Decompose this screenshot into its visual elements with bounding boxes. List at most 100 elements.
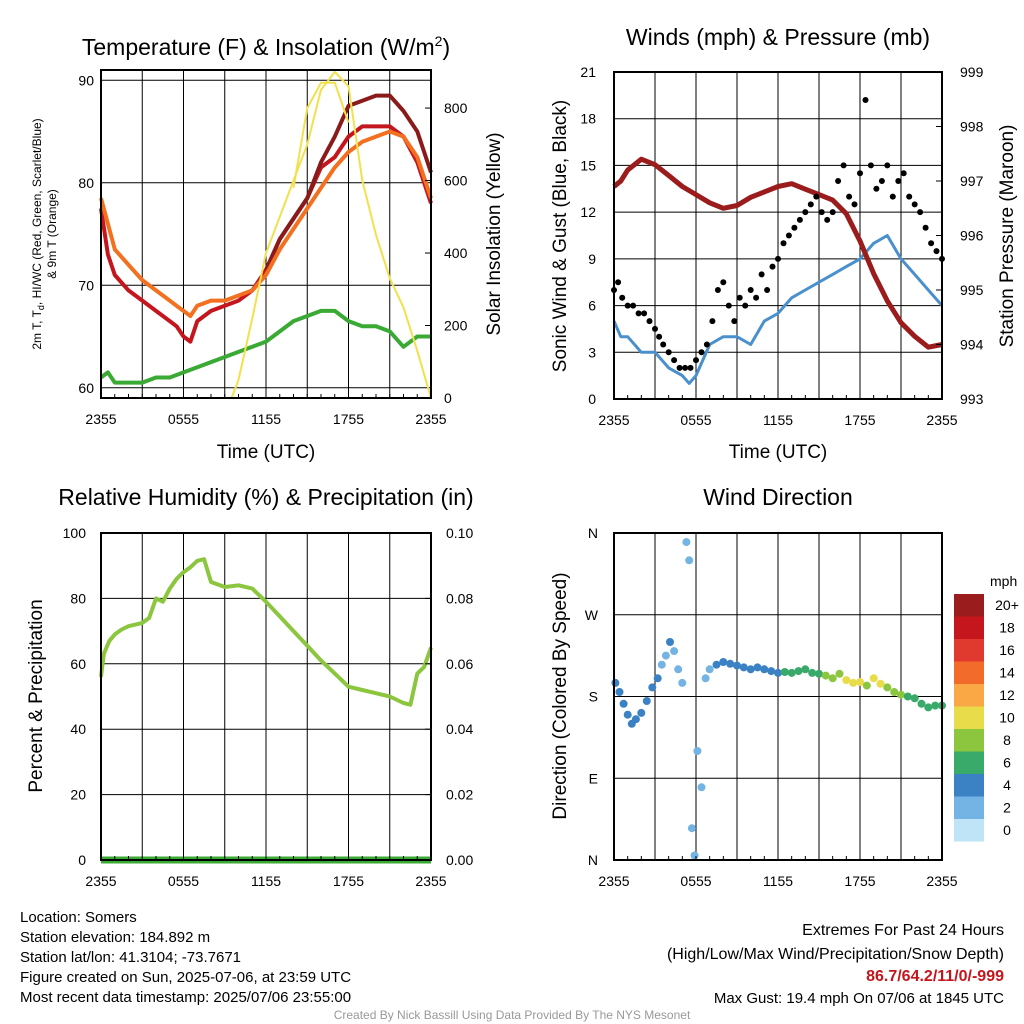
x-tick-label: 0555: [168, 411, 199, 427]
x-tick-label: 1155: [763, 873, 793, 889]
x-tick-label: 2355: [415, 411, 446, 427]
direction-point: [733, 661, 741, 670]
gust-point: [698, 349, 705, 356]
gust-point: [873, 185, 880, 192]
direction-point: [687, 824, 696, 833]
dir-y-label: Direction (Colored By Speed): [550, 572, 571, 819]
direction-point: [883, 683, 892, 692]
y-tick-label: 12: [580, 204, 596, 220]
direction-point: [637, 708, 646, 717]
wind-series: [611, 97, 945, 385]
gust-point: [725, 302, 732, 309]
temp-series-line: [99, 308, 431, 385]
x-tick-label: 2355: [85, 411, 116, 427]
x-tick-label: 2355: [926, 412, 957, 428]
gust-point: [736, 294, 743, 301]
y2-tick-label: 998: [960, 119, 984, 135]
gust-point: [813, 193, 820, 200]
y-tick-label: 18: [580, 111, 596, 127]
gust-point: [769, 263, 776, 270]
gust-point: [665, 349, 672, 356]
colorbar-label: 14: [999, 665, 1015, 681]
temp-x-label: Time (UTC): [217, 442, 316, 463]
x-tick-label: 0555: [168, 873, 199, 889]
insolation-y-label: Solar Insolation (Yellow): [484, 132, 505, 335]
direction-point: [849, 678, 858, 687]
y2-tick-label: 0.00: [446, 852, 473, 868]
dir-series: [611, 538, 946, 860]
direction-point: [767, 667, 776, 676]
direction-point: [697, 783, 706, 792]
gust-point: [867, 162, 874, 169]
y2-tick-label: 400: [444, 245, 468, 261]
gust-point: [660, 341, 667, 348]
y2-tick-label: 0.10: [446, 525, 473, 541]
y2-tick-label: 999: [960, 64, 984, 80]
direction-point: [682, 538, 691, 547]
direction-point: [726, 659, 735, 668]
y2-tick-label: 0.04: [446, 721, 473, 737]
rh-series-line: [99, 557, 433, 707]
gust-point: [851, 201, 858, 208]
colorbar-swatch: [954, 706, 984, 729]
gust-point: [635, 310, 642, 317]
y-tick-label: 0: [78, 852, 86, 868]
rh-y-label: Percent & Precipitation: [26, 599, 47, 792]
gust-point: [922, 224, 929, 231]
y-tick-label: N: [588, 852, 598, 868]
direction-point: [670, 647, 679, 656]
temp-y-label-line1: 2m T, Td, HI/WC (Red, Green, Scarlet/Blu…: [30, 118, 46, 349]
colorbar-swatch: [954, 594, 984, 617]
y-tick-label: E: [589, 770, 598, 786]
wind-y-label: Sonic Wind & Gust (Blue, Black): [550, 100, 571, 372]
direction-point: [701, 674, 710, 683]
gust-point: [693, 357, 699, 364]
direction-point: [787, 668, 796, 677]
y2-tick-label: 600: [444, 173, 468, 189]
y2-tick-label: 994: [960, 337, 984, 353]
gust-point: [764, 287, 771, 293]
gust-point: [742, 302, 749, 309]
direction-point: [631, 715, 640, 724]
temp-series: [99, 70, 433, 399]
credit-line: Created By Nick Bassill Using Data Provi…: [334, 1008, 691, 1022]
info-location: Location: Somers: [20, 909, 137, 926]
gust-point: [652, 325, 658, 332]
direction-point: [648, 683, 657, 692]
gust-point: [682, 364, 689, 371]
x-tick-label: 2355: [598, 412, 629, 428]
temp-title: Temperature (F) & Insolation (W/m2): [82, 33, 450, 60]
colorbar-label: 10: [999, 710, 1015, 726]
gust-point: [911, 201, 918, 208]
extremes-values: 86.7/64.2/11/0/-999: [866, 968, 1004, 985]
info-recent: Most recent data timestamp: 2025/07/06 2…: [20, 989, 351, 1006]
direction-point: [903, 692, 912, 701]
direction-point: [685, 556, 694, 565]
gust-point: [714, 287, 721, 293]
direction-point: [869, 674, 878, 683]
gust-point: [840, 162, 847, 169]
colorbar-unit: mph: [990, 573, 1017, 589]
y2-tick-label: 200: [444, 318, 468, 334]
direction-point: [828, 674, 837, 683]
x-tick-label: 1755: [333, 411, 364, 427]
direction-point: [661, 651, 670, 660]
gust-point: [709, 318, 716, 325]
y2-tick-label: 0.02: [446, 787, 473, 803]
gust-point: [807, 201, 814, 208]
gust-point: [758, 271, 765, 278]
gust-point: [630, 302, 637, 309]
x-tick-label: 1155: [763, 412, 793, 428]
colorbar-swatch: [954, 661, 984, 684]
colorbar-label: 6: [1003, 755, 1011, 771]
gust-point: [646, 318, 653, 325]
direction-point: [794, 667, 803, 676]
gust-point: [835, 178, 842, 184]
y2-tick-label: 993: [960, 391, 984, 407]
gust-point: [900, 170, 907, 177]
gust-point: [656, 333, 663, 340]
rh-title: Relative Humidity (%) & Precipitation (i…: [58, 484, 473, 510]
rh-ticks: 2355 0555 1155 1755 2355 0 20 40 60 80 100 0.00 0.02…: [63, 525, 474, 889]
direction-point: [653, 674, 662, 683]
